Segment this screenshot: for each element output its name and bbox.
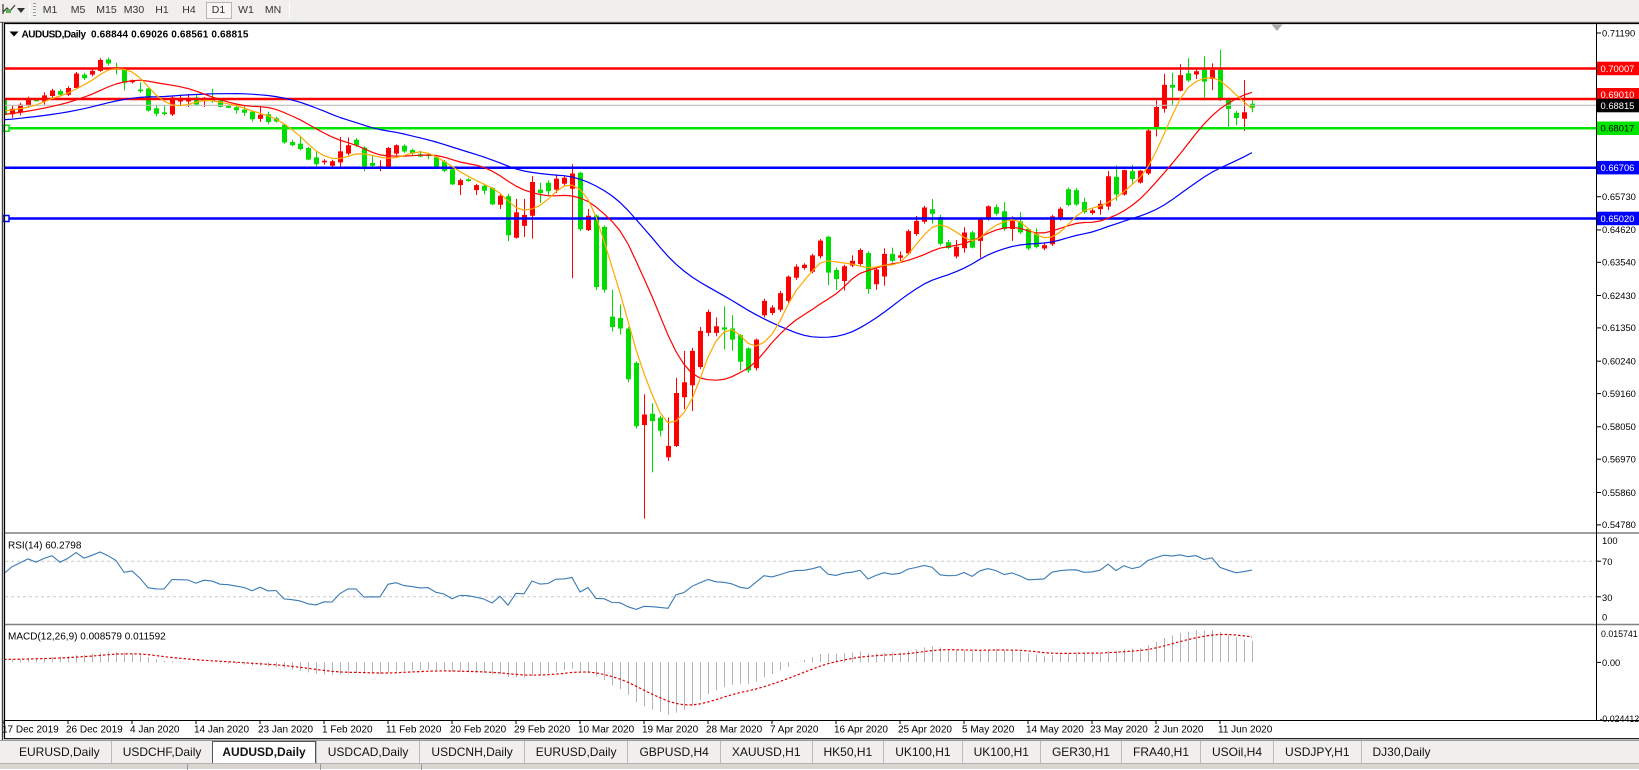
svg-text:30: 30 [1602, 592, 1612, 603]
svg-text:20 Feb 2020: 20 Feb 2020 [450, 725, 507, 736]
svg-text:14 Jan 2020: 14 Jan 2020 [194, 725, 249, 736]
svg-text:23 May 2020: 23 May 2020 [1090, 725, 1148, 736]
svg-text:0.65020: 0.65020 [1601, 213, 1635, 224]
svg-text:25 Apr 2020: 25 Apr 2020 [898, 725, 952, 736]
svg-text:29 Feb 2020: 29 Feb 2020 [514, 725, 571, 736]
svg-text:0.58050: 0.58050 [1602, 421, 1636, 432]
svg-text:0.63540: 0.63540 [1602, 257, 1636, 268]
svg-text:11 Feb 2020: 11 Feb 2020 [386, 725, 442, 736]
svg-text:14 May 2020: 14 May 2020 [1026, 725, 1084, 736]
svg-text:MACD(12,26,9) 0.008579 0.01159: MACD(12,26,9) 0.008579 0.011592 [8, 632, 166, 643]
svg-text:23 Jan 2020: 23 Jan 2020 [258, 725, 313, 736]
svg-text:2 Jun 2020: 2 Jun 2020 [1154, 725, 1204, 736]
svg-text:0.66706: 0.66706 [1601, 162, 1635, 173]
svg-text:28 Mar 2020: 28 Mar 2020 [706, 725, 763, 736]
svg-text:RSI(14) 60.2798: RSI(14) 60.2798 [8, 541, 82, 552]
svg-text:0.015741: 0.015741 [1601, 629, 1638, 639]
svg-text:70: 70 [1602, 556, 1612, 567]
svg-text:26 Dec 2019: 26 Dec 2019 [66, 725, 123, 736]
svg-text:19 Mar 2020: 19 Mar 2020 [642, 725, 699, 736]
svg-text:7 Apr 2020: 7 Apr 2020 [770, 725, 819, 736]
svg-text:0.68815: 0.68815 [1601, 100, 1635, 111]
svg-text:5 May 2020: 5 May 2020 [962, 725, 1015, 736]
svg-text:0.68844 0.69026 0.68561 0.6881: 0.68844 0.69026 0.68561 0.68815 [91, 29, 249, 40]
svg-text:11 Jun 2020: 11 Jun 2020 [1218, 725, 1273, 736]
svg-text:0.71190: 0.71190 [1602, 27, 1635, 38]
svg-text:0.69010: 0.69010 [1601, 89, 1635, 100]
svg-text:100: 100 [1602, 535, 1618, 546]
svg-text:0: 0 [1602, 612, 1607, 623]
svg-text:0.00: 0.00 [1602, 657, 1620, 668]
svg-text:0.59160: 0.59160 [1602, 388, 1636, 399]
svg-text:0.65730: 0.65730 [1602, 191, 1636, 202]
svg-text:0.60240: 0.60240 [1602, 356, 1636, 367]
svg-text:1 Feb 2020: 1 Feb 2020 [322, 725, 373, 736]
svg-text:0.64620: 0.64620 [1602, 224, 1636, 235]
svg-text:16 Apr 2020: 16 Apr 2020 [834, 725, 888, 736]
svg-text:AUDUSD,Daily: AUDUSD,Daily [22, 29, 87, 40]
svg-text:0.61350: 0.61350 [1602, 322, 1636, 333]
svg-text:0.68017: 0.68017 [1601, 123, 1635, 134]
svg-text:0.56970: 0.56970 [1602, 454, 1636, 465]
svg-text:-0.024412: -0.024412 [1600, 714, 1639, 724]
svg-text:17 Dec 2019: 17 Dec 2019 [2, 725, 59, 736]
svg-text:4 Jan 2020: 4 Jan 2020 [130, 725, 180, 736]
svg-text:10 Mar 2020: 10 Mar 2020 [578, 725, 635, 736]
svg-text:0.55860: 0.55860 [1602, 487, 1636, 498]
svg-text:0.70007: 0.70007 [1601, 63, 1635, 74]
svg-text:0.62430: 0.62430 [1602, 290, 1636, 301]
svg-text:0.54780: 0.54780 [1602, 519, 1636, 530]
